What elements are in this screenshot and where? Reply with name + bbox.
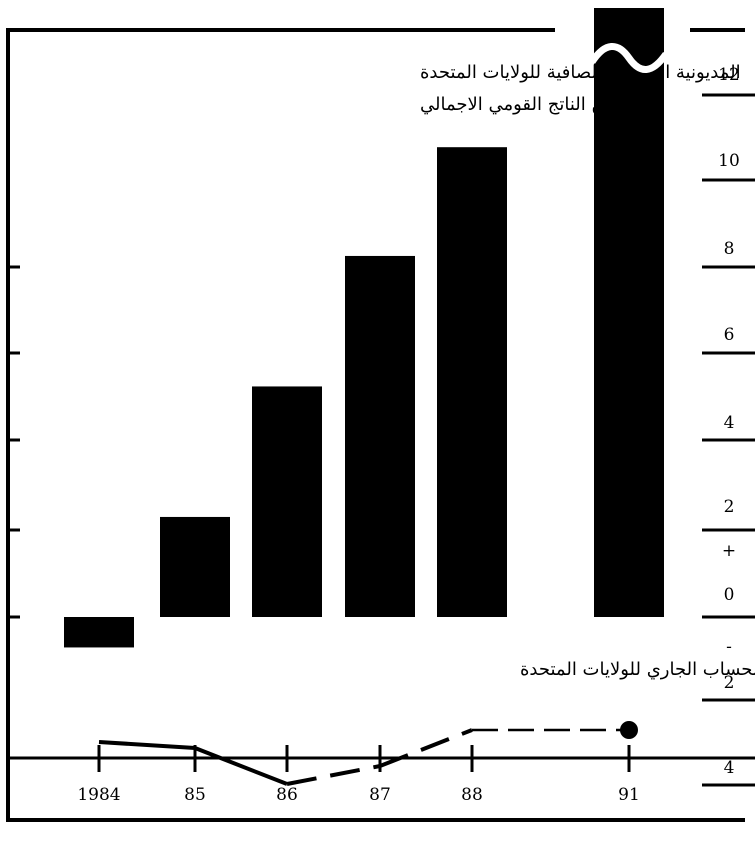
bar-88 bbox=[437, 147, 507, 617]
bar-86 bbox=[252, 386, 322, 617]
right-tick-label-8: - bbox=[726, 637, 732, 657]
line-end-marker bbox=[620, 721, 638, 739]
right-tick-label-0: 12 bbox=[718, 65, 740, 85]
right-tick-label-4: 4 bbox=[724, 413, 735, 433]
x-tick-label-87: 87 bbox=[369, 785, 391, 805]
chart-frame bbox=[6, 28, 745, 822]
line-segment-2 bbox=[286, 764, 381, 786]
right-tick-label-3: 6 bbox=[724, 325, 735, 345]
current-account-label: عجز الحساب الجاري للولايات المتحدة bbox=[520, 659, 755, 680]
current-account-line bbox=[98, 721, 638, 786]
bars bbox=[64, 8, 664, 648]
left-ticks bbox=[8, 265, 20, 532]
right-tick-label-1: 10 bbox=[718, 151, 740, 171]
right-tick-label-7: 0 bbox=[724, 585, 735, 605]
x-tick-label-91: 91 bbox=[618, 785, 640, 805]
right-tick-label-9: 2 bbox=[724, 673, 735, 693]
line-segment-0 bbox=[98, 740, 196, 750]
chart-title: المديونية الخارجية الصافية للولايات المت… bbox=[420, 62, 741, 83]
x-tick-label-88: 88 bbox=[461, 785, 483, 805]
bar-91 bbox=[594, 8, 664, 617]
bar-break: 17.0 bbox=[589, 13, 669, 73]
line-segment-3 bbox=[379, 728, 473, 768]
chart-subtitle: ٪ من الناتج القومي الاجمالي bbox=[420, 94, 630, 115]
bar-85 bbox=[160, 516, 230, 617]
bar-87 bbox=[345, 255, 415, 617]
bar-break-wave bbox=[589, 43, 669, 73]
right-tick-label-2: 8 bbox=[724, 239, 735, 259]
right-tick-label-6: + bbox=[722, 541, 736, 561]
x-tick-label-85: 85 bbox=[184, 785, 206, 805]
x-tick-label-1984: 1984 bbox=[77, 785, 120, 805]
right-tick-label-10: 4 bbox=[724, 758, 735, 778]
right-tick-label-5: 2 bbox=[724, 497, 735, 517]
bar-1984 bbox=[64, 617, 134, 648]
right-axis: 12 10 8 6 4 2 +0 - 2 4 bbox=[702, 65, 755, 787]
x-ticks: 1984 85 86 87 88 91 bbox=[77, 745, 640, 805]
broken-bar-value-label: 17.0 bbox=[610, 13, 648, 33]
line-segment-1 bbox=[194, 746, 288, 786]
x-tick-label-86: 86 bbox=[276, 785, 298, 805]
